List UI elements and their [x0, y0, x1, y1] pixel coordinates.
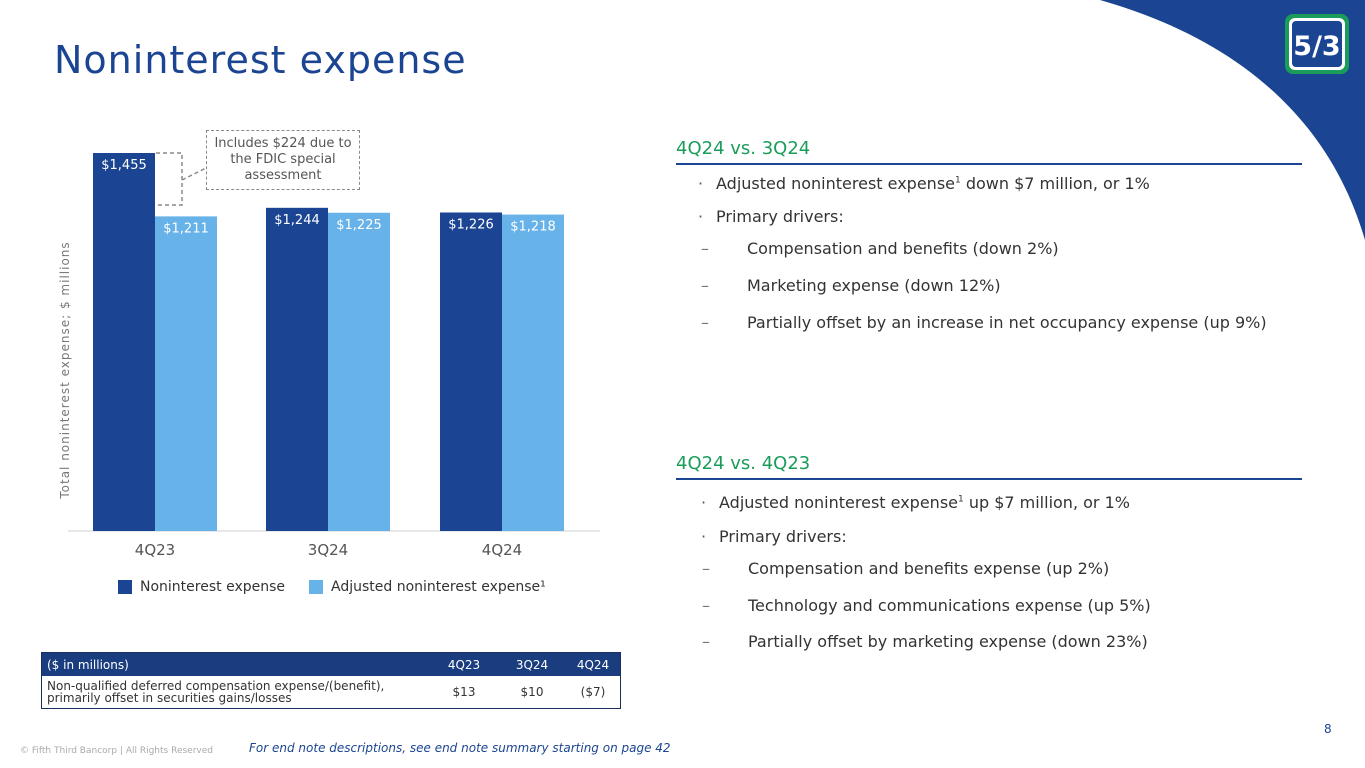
dash-marker: –	[702, 632, 710, 651]
table-row-label-line: Non-qualified deferred compensation expe…	[47, 679, 385, 693]
table-header-cell: ($ in millions)	[47, 657, 129, 672]
sub-bullet-item: – Compensation and benefits (down 2%)	[701, 239, 1059, 258]
bullet-item: · Adjusted noninterest expense1 up $7 mil…	[701, 493, 1130, 512]
copyright-text: © Fifth Third Bancorp | All Rights Reser…	[20, 746, 213, 756]
table-header-cell: 4Q23	[447, 657, 481, 672]
bullet-marker: ·	[698, 207, 704, 226]
data-label: $1,244	[274, 213, 320, 228]
dash-marker: –	[701, 239, 709, 258]
section-yoy: 4Q24 vs. 4Q23	[676, 453, 1302, 480]
bar-noninterest-4q23	[93, 153, 155, 531]
table-cell: ($7)	[580, 685, 606, 699]
footnote-marker: 1	[955, 175, 961, 186]
table-header: ($ in millions) 4Q23 3Q24 4Q24	[42, 653, 620, 676]
bullet-text: Primary drivers:	[719, 527, 847, 546]
page-title: Noninterest expense	[54, 38, 467, 82]
legend-swatch-light	[309, 580, 324, 594]
chart-legend: Noninterest expense Adjusted noninterest…	[118, 579, 570, 595]
x-tick-label: 4Q24	[482, 541, 522, 559]
bullet-text: Primary drivers:	[716, 207, 844, 226]
fifth-third-logo-icon: 5/3	[1285, 14, 1349, 74]
sub-bullet-text: Marketing expense (down 12%)	[747, 276, 1001, 295]
y-axis-label: Total noninterest expense; $ millions	[58, 241, 72, 499]
bullet-item: · Primary drivers:	[698, 207, 844, 226]
table-row: Non-qualified deferred compensation expe…	[42, 676, 620, 708]
bullet-marker: ·	[701, 493, 707, 512]
data-label: $1,218	[510, 220, 556, 235]
table-header-cell: 3Q24	[515, 657, 549, 672]
dash-marker: –	[702, 559, 710, 578]
data-label: $1,225	[336, 218, 382, 233]
callout-leader	[181, 167, 207, 181]
bar-chart: Total noninterest expense; $ millions $1…	[58, 152, 600, 559]
bullet-item: · Adjusted noninterest expense1 down $7 m…	[698, 174, 1150, 193]
bullet-text: up $7 million, or 1%	[963, 493, 1130, 512]
legend-label: Adjusted noninterest expense¹	[331, 579, 546, 595]
page-number: 8	[1324, 722, 1332, 736]
sub-bullet-text: Compensation and benefits (down 2%)	[747, 239, 1059, 258]
sub-bullet-text: Partially offset by marketing expense (d…	[748, 632, 1148, 651]
bullet-text: Adjusted noninterest expense	[716, 174, 955, 193]
bullet-item: · Primary drivers:	[701, 527, 847, 546]
bar-adjusted-4q23	[155, 216, 217, 531]
dash-marker: –	[701, 313, 709, 332]
sub-bullet-item: – Partially offset by an increase in net …	[701, 313, 1267, 332]
x-tick-label: 4Q23	[135, 541, 175, 559]
table-row-label: Non-qualified deferred compensation expe…	[42, 680, 430, 704]
sub-bullet-item: – Technology and communications expense (…	[702, 596, 1151, 615]
sub-bullet-text: Technology and communications expense (u…	[748, 596, 1151, 615]
bullet-marker: ·	[701, 527, 707, 546]
bullet-text: down $7 million, or 1%	[960, 174, 1150, 193]
fdic-callout: Includes $224 due to the FDIC special as…	[206, 130, 360, 190]
data-label: $1,211	[163, 221, 209, 236]
legend-label: Noninterest expense	[140, 579, 286, 595]
bar-adjusted-3q24	[328, 212, 390, 532]
bullet-text: Adjusted noninterest expense	[719, 493, 958, 512]
section-heading: 4Q24 vs. 3Q24	[676, 138, 1302, 165]
table-row-label-line: primarily offset in securities gains/los…	[47, 691, 292, 705]
sub-bullet-text: Partially offset by an increase in net o…	[747, 313, 1267, 332]
sub-bullet-item: – Partially offset by marketing expense (…	[702, 632, 1148, 651]
bar-adjusted-4q24	[502, 214, 564, 531]
sub-bullet-item: – Compensation and benefits expense (up 2…	[702, 559, 1109, 578]
legend-item-noninterest: Noninterest expense	[118, 579, 285, 595]
dash-marker: –	[701, 276, 709, 295]
data-label: $1,226	[448, 217, 494, 232]
sub-bullet-item: – Marketing expense (down 12%)	[701, 276, 1001, 295]
bar-noninterest-4q24	[440, 212, 502, 531]
callout-connector	[156, 152, 183, 206]
deferred-comp-table: ($ in millions) 4Q23 3Q24 4Q24 Non-quali…	[41, 652, 621, 709]
table-cell: $13	[452, 685, 476, 699]
logo-text: 5/3	[1293, 31, 1340, 62]
section-qoq: 4Q24 vs. 3Q24	[676, 138, 1302, 165]
bar-noninterest-3q24	[266, 207, 328, 531]
dash-marker: –	[702, 596, 710, 615]
data-label: $1,455	[101, 158, 147, 173]
legend-swatch-navy	[118, 580, 132, 594]
x-tick-label: 3Q24	[308, 541, 348, 559]
table-header-cell: 4Q24	[576, 657, 610, 672]
legend-item-adjusted: Adjusted noninterest expense¹	[309, 579, 546, 595]
endnote-text: For end note descriptions, see end note …	[249, 741, 671, 755]
sub-bullet-text: Compensation and benefits expense (up 2%…	[748, 559, 1110, 578]
table-cell: $10	[520, 685, 544, 699]
bullet-marker: ·	[698, 174, 704, 193]
footnote-marker: 1	[958, 494, 964, 505]
section-heading: 4Q24 vs. 4Q23	[676, 453, 1302, 480]
